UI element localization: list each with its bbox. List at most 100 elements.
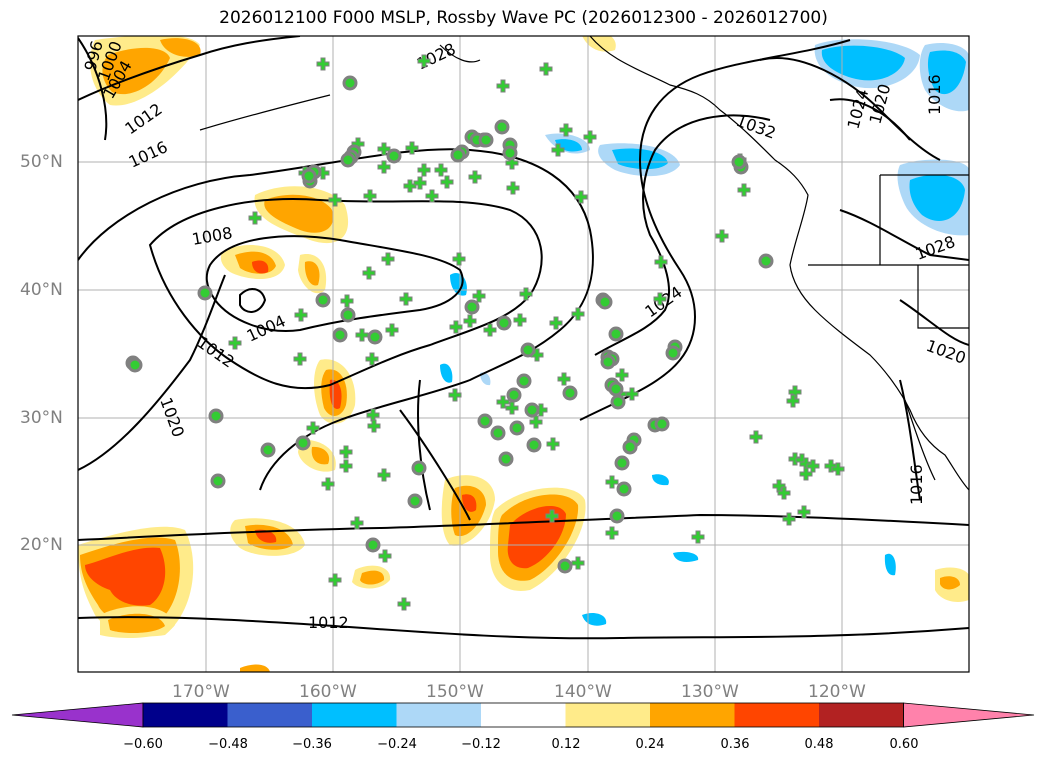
observation-circle-marker — [509, 420, 525, 436]
observation-cross-marker — [425, 189, 439, 203]
observation-cross-marker — [539, 62, 553, 76]
observation-circle-marker — [490, 425, 506, 441]
observation-markers — [125, 54, 845, 611]
observation-cross-marker — [362, 266, 376, 280]
observation-cross-marker — [559, 123, 573, 137]
observation-circle-marker — [616, 481, 632, 497]
observation-cross-marker — [483, 323, 497, 337]
observation-circle-marker — [340, 152, 356, 168]
observation-cross-marker — [293, 352, 307, 366]
observation-circle-marker — [608, 381, 624, 397]
observation-circle-marker — [315, 292, 331, 308]
colorbar-segment — [481, 703, 566, 727]
observation-circle-marker — [610, 394, 626, 410]
colorbar-tick-label: 0.48 — [804, 737, 834, 752]
observation-cross-marker — [786, 394, 800, 408]
observation-cross-marker — [468, 170, 482, 184]
lon-label: 120°W — [808, 682, 866, 702]
observation-cross-marker — [365, 352, 379, 366]
observation-cross-marker — [506, 181, 520, 195]
lon-label: 170°W — [172, 682, 230, 702]
observation-cross-marker — [452, 252, 466, 266]
colorbar-tick-label: 0.12 — [551, 737, 581, 752]
observation-cross-marker — [513, 313, 527, 327]
observation-cross-marker — [413, 176, 427, 190]
colorbar-segment — [650, 703, 735, 727]
observation-cross-marker — [448, 388, 462, 402]
lat-label: 30°N — [20, 408, 63, 428]
lon-label: 140°W — [554, 682, 612, 702]
observation-cross-marker — [399, 292, 413, 306]
observation-cross-marker — [653, 292, 667, 306]
observation-cross-marker — [248, 211, 262, 225]
observation-circle-marker — [597, 294, 613, 310]
contour-label: 1016 — [925, 74, 944, 115]
colorbar-segment — [312, 703, 397, 727]
observation-cross-marker — [355, 328, 369, 342]
observation-cross-marker — [551, 143, 565, 157]
observation-cross-marker — [378, 549, 392, 563]
observation-circle-marker — [407, 493, 423, 509]
observation-cross-marker — [350, 516, 364, 530]
lat-label: 50°N — [20, 152, 63, 172]
observation-cross-marker — [417, 163, 431, 177]
observation-circle-marker — [367, 329, 383, 345]
observation-cross-marker — [306, 421, 320, 435]
observation-circle-marker — [332, 327, 348, 343]
observation-circle-marker — [295, 435, 311, 451]
observation-cross-marker — [625, 387, 639, 401]
observation-cross-marker — [737, 183, 751, 197]
observation-circle-marker — [516, 373, 532, 389]
observation-circle-marker — [496, 315, 512, 331]
observation-cross-marker — [831, 462, 845, 476]
observation-cross-marker — [782, 512, 796, 526]
observation-circle-marker — [208, 408, 224, 424]
observation-circle-marker — [622, 439, 638, 455]
colorbar-segment — [227, 703, 313, 727]
observation-cross-marker — [377, 142, 391, 156]
lon-label: 150°W — [426, 682, 484, 702]
observation-cross-marker — [316, 57, 330, 71]
observation-cross-marker — [546, 437, 560, 451]
map-frame — [77, 35, 970, 673]
observation-circle-marker — [502, 145, 518, 161]
observation-cross-marker — [363, 189, 377, 203]
observation-cross-marker — [691, 530, 705, 544]
observation-circle-marker — [654, 416, 670, 432]
observation-cross-marker — [294, 308, 308, 322]
colorbar-tick-label: −0.12 — [461, 737, 501, 752]
colorbar-tick-label: −0.24 — [377, 737, 417, 752]
colorbar — [11, 702, 1035, 728]
observation-cross-marker — [806, 459, 820, 473]
observation-cross-marker — [605, 526, 619, 540]
observation-circle-marker — [498, 451, 514, 467]
colorbar-tick-label: −0.48 — [208, 737, 248, 752]
observation-cross-marker — [385, 323, 399, 337]
observation-circle-marker — [386, 148, 402, 164]
observation-cross-marker — [381, 252, 395, 266]
observation-cross-marker — [417, 54, 431, 68]
observation-cross-marker — [397, 597, 411, 611]
observation-cross-marker — [797, 505, 811, 519]
observation-cross-marker — [529, 415, 543, 429]
observation-cross-marker — [463, 314, 477, 328]
colorbar-segment — [819, 703, 904, 727]
colorbar-segment — [565, 703, 651, 727]
observation-circle-marker — [506, 387, 522, 403]
observation-cross-marker — [403, 179, 417, 193]
colorbar-tick-label: 0.36 — [720, 737, 750, 752]
colorbar-extend-min — [11, 702, 144, 728]
observation-cross-marker — [549, 316, 563, 330]
observation-cross-marker — [574, 190, 588, 204]
negative-anomaly-shading — [440, 39, 969, 626]
observation-cross-marker — [367, 419, 381, 433]
observation-cross-marker — [654, 255, 668, 269]
colorbar-segment — [396, 703, 482, 727]
observation-circle-marker — [614, 455, 630, 471]
observation-cross-marker — [519, 287, 533, 301]
observation-cross-marker — [557, 372, 571, 386]
contour-label: 1012 — [308, 613, 349, 632]
colorbar-tick-label: 0.60 — [889, 737, 919, 752]
observation-cross-marker — [605, 475, 619, 489]
observation-circle-marker — [260, 442, 276, 458]
